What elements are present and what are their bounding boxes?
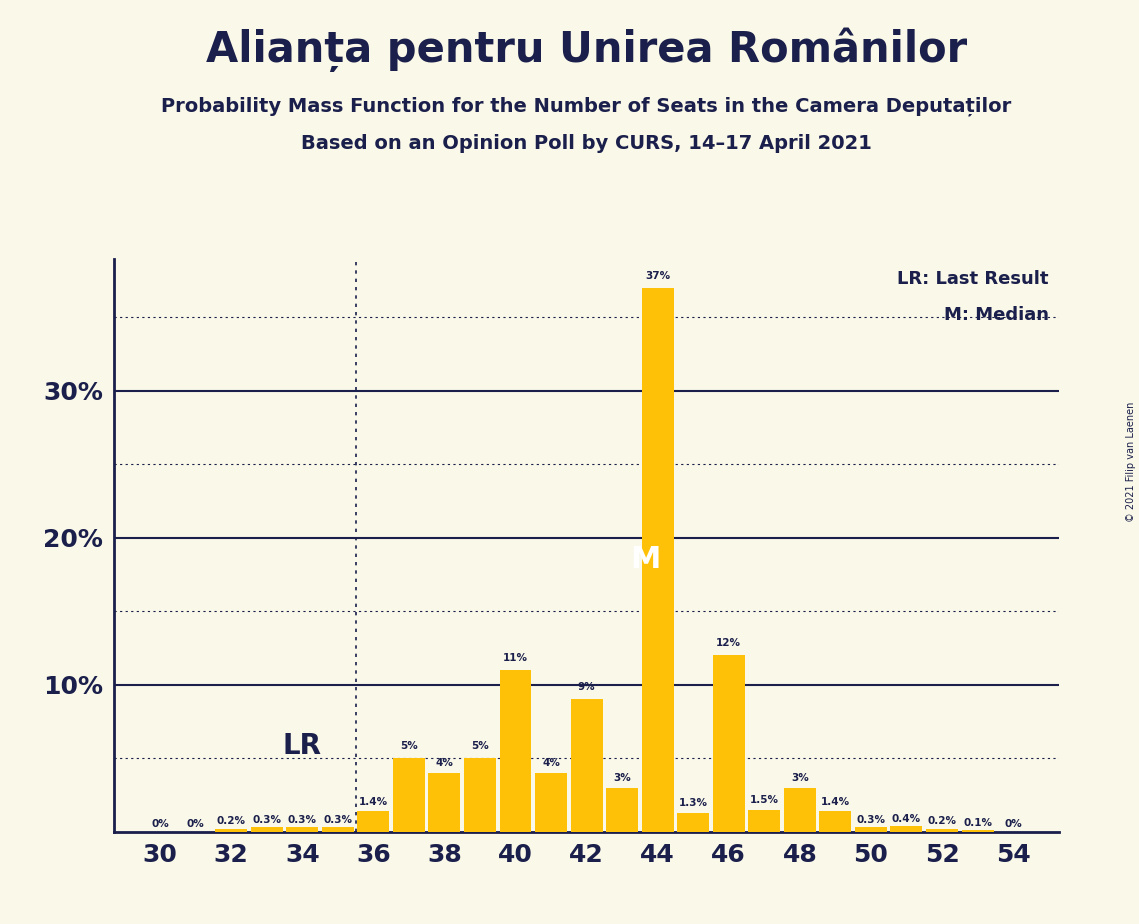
Text: 5%: 5% xyxy=(472,741,489,751)
Bar xyxy=(464,759,495,832)
Text: 5%: 5% xyxy=(400,741,418,751)
Text: 37%: 37% xyxy=(645,271,670,281)
Bar xyxy=(606,787,638,832)
Text: 1.4%: 1.4% xyxy=(359,796,388,807)
Bar xyxy=(891,826,923,832)
Text: 0%: 0% xyxy=(187,820,205,830)
Bar xyxy=(713,655,745,832)
Text: 1.3%: 1.3% xyxy=(679,798,707,808)
Bar xyxy=(251,827,282,832)
Text: 12%: 12% xyxy=(716,638,741,648)
Bar xyxy=(748,809,780,832)
Bar xyxy=(535,772,567,832)
Text: M: Median: M: Median xyxy=(943,306,1049,323)
Text: 9%: 9% xyxy=(577,682,596,692)
Bar xyxy=(358,811,390,832)
Text: Probability Mass Function for the Number of Seats in the Camera Deputaților: Probability Mass Function for the Number… xyxy=(162,97,1011,116)
Bar xyxy=(855,827,887,832)
Text: 3%: 3% xyxy=(790,773,809,784)
Text: 0.3%: 0.3% xyxy=(323,815,352,825)
Text: 0.2%: 0.2% xyxy=(927,817,957,826)
Text: 1.5%: 1.5% xyxy=(749,796,779,805)
Text: 4%: 4% xyxy=(435,759,453,769)
Bar xyxy=(784,787,816,832)
Text: © 2021 Filip van Laenen: © 2021 Filip van Laenen xyxy=(1126,402,1136,522)
Text: 0%: 0% xyxy=(1005,820,1022,830)
Bar xyxy=(819,811,851,832)
Bar xyxy=(678,812,710,832)
Bar xyxy=(215,829,247,832)
Text: 0.1%: 0.1% xyxy=(964,818,992,828)
Text: 4%: 4% xyxy=(542,759,560,769)
Bar xyxy=(286,827,318,832)
Text: 0.4%: 0.4% xyxy=(892,813,921,823)
Text: LR: LR xyxy=(282,733,321,760)
Bar xyxy=(428,772,460,832)
Text: 0.2%: 0.2% xyxy=(216,817,246,826)
Text: M: M xyxy=(630,545,661,575)
Text: 3%: 3% xyxy=(613,773,631,784)
Text: Alianța pentru Unirea Românilor: Alianța pentru Unirea Românilor xyxy=(206,28,967,72)
Text: Based on an Opinion Poll by CURS, 14–17 April 2021: Based on an Opinion Poll by CURS, 14–17 … xyxy=(301,134,872,153)
Text: 11%: 11% xyxy=(503,652,528,663)
Bar xyxy=(500,670,532,832)
Text: 0.3%: 0.3% xyxy=(857,815,885,825)
Bar xyxy=(322,827,354,832)
Bar xyxy=(571,699,603,832)
Bar xyxy=(641,288,673,832)
Text: 0.3%: 0.3% xyxy=(252,815,281,825)
Bar xyxy=(961,830,993,832)
Bar xyxy=(926,829,958,832)
Text: 0%: 0% xyxy=(151,820,169,830)
Text: LR: Last Result: LR: Last Result xyxy=(898,271,1049,288)
Bar xyxy=(393,759,425,832)
Text: 1.4%: 1.4% xyxy=(821,796,850,807)
Text: 0.3%: 0.3% xyxy=(288,815,317,825)
